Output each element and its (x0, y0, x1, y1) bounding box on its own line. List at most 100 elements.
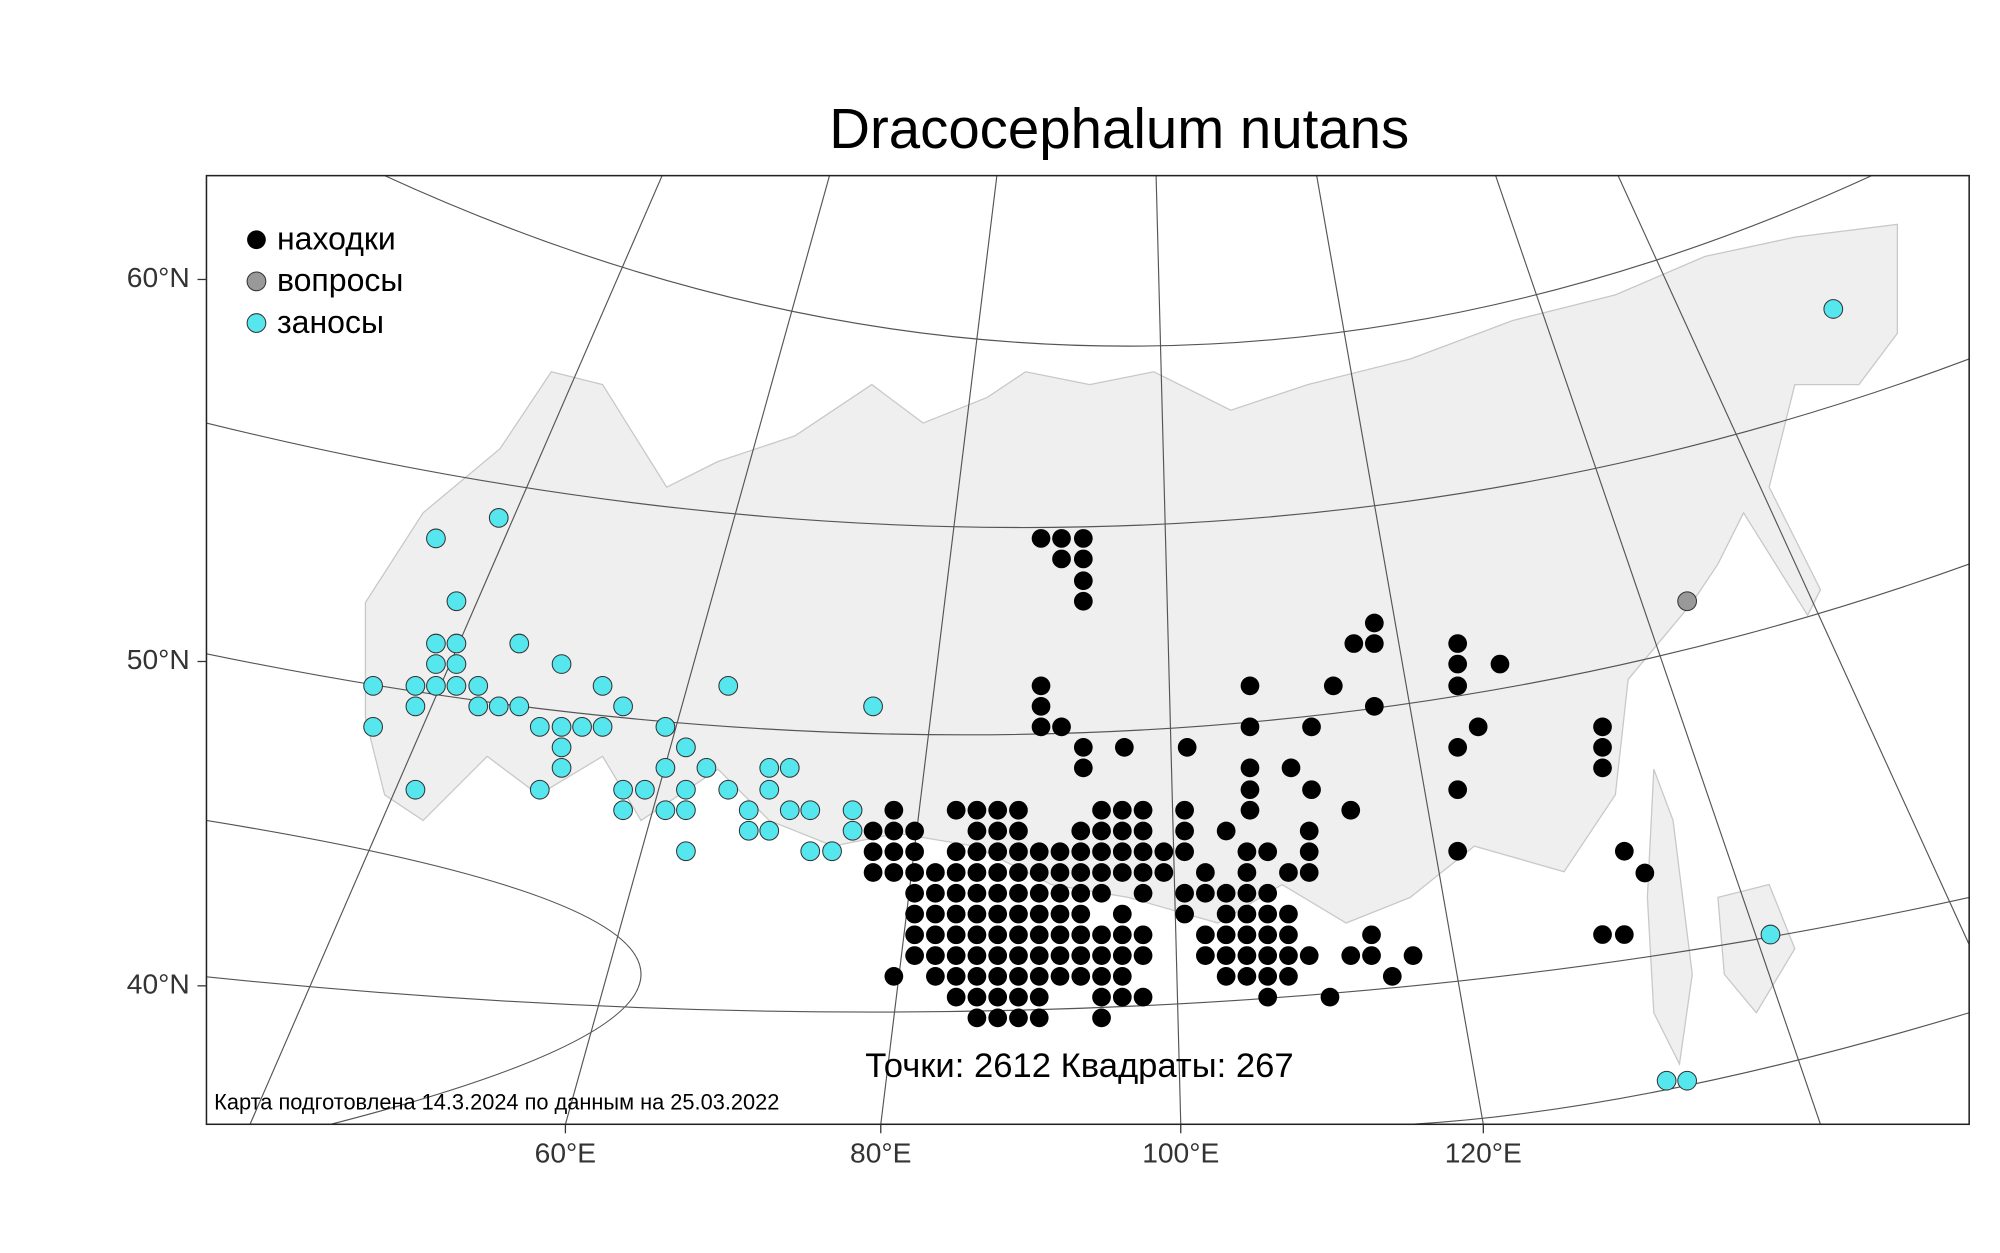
occurrence-dot (1216, 904, 1236, 924)
occurrence-dot (468, 675, 489, 696)
occurrence-dot (884, 842, 904, 862)
occurrence-dot (1448, 654, 1468, 674)
occurrence-dot (884, 800, 904, 820)
occurrence-dot (1073, 758, 1093, 778)
occurrence-dot (1823, 299, 1844, 319)
occurrence-dot (592, 717, 613, 737)
occurrence-dot (863, 863, 883, 882)
occurrence-dot (1677, 1070, 1698, 1091)
island (1717, 883, 1796, 1014)
occurrence-dot (1029, 946, 1049, 965)
occurrence-dot (613, 779, 633, 800)
occurrence-dot (1490, 654, 1510, 674)
occurrence-dot (1240, 758, 1260, 778)
occurrence-dot (1133, 842, 1153, 862)
occurrence-dot (1050, 883, 1070, 903)
occurrence-dot (1593, 925, 1612, 944)
occurrence-dot (905, 821, 924, 841)
occurrence-dot (1175, 904, 1194, 924)
occurrence-dot (800, 800, 821, 821)
occurrence-dot (967, 821, 987, 841)
occurrence-dot (1299, 863, 1319, 882)
occurrence-dot (1052, 549, 1071, 569)
occurrence-dot (1175, 800, 1194, 820)
occurrence-dot (1760, 924, 1781, 945)
occurrence-dot (551, 737, 572, 758)
occurrence-dot (759, 758, 780, 778)
footnote: Карта подготовлена 14.3.2024 по данным н… (214, 1090, 779, 1115)
axis-ticks: 60°N 50°N 40°N 60°E 80°E 100°E 120°E (127, 261, 1522, 1169)
occurrence-dot (884, 966, 904, 986)
occurrence-dot (1302, 717, 1321, 737)
occurrence-dot (1112, 946, 1132, 965)
occurrence-dot (446, 675, 467, 696)
occurrence-dot (905, 925, 924, 945)
occurrence-dot (926, 863, 945, 882)
occurrence-dot (988, 987, 1008, 1007)
occurrence-dot (1154, 842, 1174, 862)
occurrence-dot (363, 717, 383, 737)
land (364, 223, 1899, 924)
occurrence-dot (884, 863, 904, 882)
occurrence-dot (1029, 842, 1049, 862)
occurrence-dot (1092, 987, 1111, 1007)
occurrence-dot (1031, 697, 1051, 716)
occurrence-dot (926, 946, 945, 965)
meridian (1495, 175, 1822, 1125)
occurrence-dot (1112, 925, 1132, 945)
occurrence-dot (1258, 987, 1278, 1007)
occurrence-dot (676, 841, 696, 862)
occurrence-dot (1009, 904, 1028, 924)
occurrence-dot (1320, 987, 1340, 1007)
occurrence-dot (1403, 946, 1423, 965)
occurrence-dot (1468, 717, 1488, 737)
lat-label: 60°N (127, 261, 190, 293)
occurrence-dot (1196, 863, 1215, 882)
occurrence-dot (1009, 842, 1028, 862)
occurrence-dot (1635, 863, 1655, 883)
island (1646, 768, 1693, 1067)
occurrence-dot (1258, 883, 1278, 903)
occurrence-dot (738, 800, 759, 821)
occurrence-dot (1050, 863, 1070, 882)
lon-label: 80°E (850, 1137, 911, 1169)
occurrence-dot (1656, 1070, 1677, 1091)
occurrence-dot (1281, 758, 1301, 778)
occurrence-dot (1237, 883, 1257, 903)
occurrence-dot (988, 842, 1008, 862)
occurrence-dot (1031, 529, 1051, 548)
occurrence-dot (1279, 904, 1298, 924)
occurrence-dot (905, 883, 924, 903)
occurrence-dot (1050, 842, 1070, 862)
occurrence-dot (946, 842, 966, 862)
occurrence-dot (946, 904, 966, 924)
occurrence-dot (1092, 842, 1111, 862)
parallel (384, 175, 1872, 347)
occurrence-dot (488, 508, 509, 528)
occurrence-dot (1216, 966, 1236, 986)
parallel (206, 358, 1970, 529)
occurrence-dot (1299, 946, 1319, 965)
occurrences (363, 299, 1844, 1091)
occurrence-dot (1240, 780, 1260, 800)
occurrence-dot (426, 528, 446, 549)
occurrence-dot (988, 821, 1008, 841)
occurrence-dot (1073, 571, 1093, 591)
occurrence-dot (509, 633, 530, 654)
legend-label: находки (277, 220, 396, 256)
occurrence-dot (946, 925, 966, 945)
occurrence-dot (1237, 946, 1257, 965)
occurrence-dot (884, 821, 904, 841)
legend: находки вопросы заносы (246, 220, 403, 340)
occurrence-dot (946, 966, 966, 986)
occurrence-dot (1593, 738, 1612, 757)
legend-swatch (246, 313, 267, 333)
occurrence-dot (1175, 883, 1194, 903)
occurrence-dot (1196, 883, 1215, 903)
occurrence-dot (1112, 842, 1132, 862)
legend-label: заносы (277, 304, 384, 340)
occurrence-dot (1029, 883, 1049, 903)
occurrence-dot (1050, 925, 1070, 945)
occurrence-dot (1071, 863, 1091, 882)
occurrence-dot (551, 758, 572, 778)
